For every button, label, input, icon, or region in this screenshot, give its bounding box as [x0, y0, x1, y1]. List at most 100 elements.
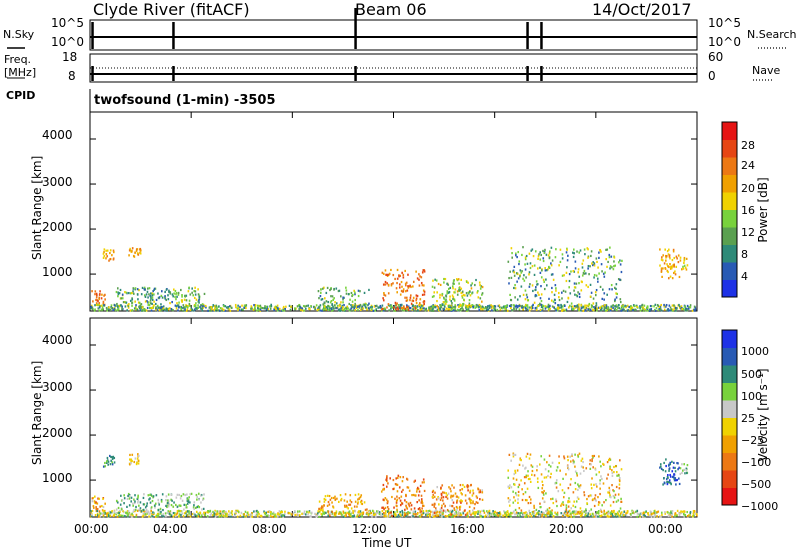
power-echo-point — [367, 307, 370, 310]
velocity-echo-point — [530, 464, 533, 467]
velocity-echo-point — [115, 511, 118, 515]
power-echo-point — [578, 282, 580, 285]
velocity-echo-point — [311, 511, 313, 514]
velocity-echo-point — [569, 483, 572, 486]
velocity-echo-point — [96, 510, 99, 513]
power-echo-point — [434, 306, 436, 309]
power-echo-point — [398, 283, 401, 286]
velocity-echo-point — [599, 508, 602, 511]
velocity-echo-point — [228, 510, 230, 513]
velocity-echo-point — [183, 503, 186, 506]
velocity-echo-point — [417, 487, 420, 491]
velocity-cbar-tick: 500 — [741, 368, 762, 381]
velocity-echo-point — [455, 505, 458, 509]
velocity-echo-point — [172, 515, 175, 518]
power-echo-point — [661, 275, 663, 278]
power-echo-point — [516, 280, 518, 283]
velocity-echo-point — [154, 504, 156, 507]
velocity-echo-point — [398, 486, 401, 489]
power-echo-point — [351, 300, 354, 303]
power-echo-point — [259, 308, 262, 311]
velocity-echo-point — [142, 508, 145, 511]
power-echo-point — [321, 309, 323, 312]
power-echo-point — [420, 304, 422, 307]
power-echo-point — [185, 299, 188, 302]
power-echo-point — [95, 292, 98, 295]
power-echo-point — [469, 294, 472, 297]
velocity-echo-point — [596, 511, 599, 514]
power-echo-point — [191, 291, 193, 294]
velocity-echo-point — [669, 512, 671, 515]
velocity-echo-point — [137, 496, 139, 499]
velocity-echo-point — [143, 493, 145, 496]
velocity-echo-point — [212, 510, 214, 513]
power-echo-point — [626, 309, 629, 312]
velocity-echo-point — [515, 478, 518, 481]
velocity-echo-point — [410, 515, 413, 518]
velocity-echo-point — [406, 478, 409, 481]
power-echo-point — [524, 303, 527, 307]
power-echo-point — [133, 307, 136, 310]
velocity-echo-point — [130, 458, 133, 461]
velocity-echo-point — [128, 512, 131, 515]
power-echo-point — [179, 306, 182, 309]
power-echo-point — [557, 291, 560, 295]
power-echo-point — [673, 256, 676, 260]
power-echo-point — [314, 306, 316, 309]
power-echo-point — [369, 306, 372, 309]
velocity-echo-point — [549, 476, 552, 479]
power-echo-point — [576, 295, 579, 298]
velocity-echo-point — [434, 507, 437, 510]
velocity-echo-point — [176, 505, 179, 508]
velocity-echo-point — [106, 459, 109, 462]
velocity-echo-point — [327, 510, 330, 513]
velocity-echo-point — [418, 499, 420, 502]
velocity-echo-point — [562, 496, 565, 499]
velocity-echo-point — [446, 515, 449, 518]
velocity-echo-point — [598, 515, 601, 518]
power-echo-point — [415, 301, 418, 305]
velocity-echo-point — [597, 501, 600, 504]
power-echo-point — [447, 283, 449, 286]
power-echo-point — [442, 307, 444, 310]
velocity-echo-point — [142, 514, 145, 517]
velocity-echo-point — [586, 502, 588, 505]
velocity-echo-point — [404, 499, 406, 502]
velocity-echo-point — [157, 514, 159, 518]
power-echo-point — [517, 305, 519, 308]
velocity-echo-point — [575, 500, 578, 503]
velocity-echo-point — [639, 512, 642, 515]
velocity-echo-point — [171, 499, 173, 502]
velocity-echo-point — [447, 492, 450, 495]
velocity-echo-point — [110, 455, 112, 459]
power-echo-point — [342, 306, 344, 309]
velocity-echo-point — [427, 510, 430, 513]
power-echo-point — [412, 306, 415, 309]
power-echo-point — [364, 306, 367, 309]
power-echo-point — [112, 257, 115, 260]
power-echo-point — [105, 257, 107, 260]
power-echo-point — [390, 268, 392, 272]
power-echo-point — [558, 304, 560, 307]
velocity-echo-point — [266, 514, 268, 517]
power-echo-point — [176, 295, 178, 298]
velocity-echo-point — [601, 504, 603, 507]
power-echo-point — [331, 309, 333, 312]
power-echo-point — [378, 306, 381, 309]
power-echo-point — [686, 304, 689, 308]
velocity-echo-point — [550, 497, 552, 501]
power-echo-point — [561, 253, 564, 256]
power-echo-point — [667, 277, 670, 280]
power-echo-point — [525, 293, 528, 296]
velocity-echo-point — [118, 511, 120, 515]
power-echo-point — [418, 273, 420, 276]
power-echo-point — [491, 306, 493, 310]
power-echo-point — [158, 306, 161, 309]
velocity-echo-point — [509, 498, 511, 502]
velocity-echo-point — [155, 494, 158, 497]
power-echo-point — [290, 305, 292, 308]
power-cbar-tick: 28 — [741, 139, 755, 152]
velocity-echo-point — [467, 489, 469, 492]
power-echo-point — [667, 265, 670, 269]
velocity-echo-point — [672, 476, 675, 479]
